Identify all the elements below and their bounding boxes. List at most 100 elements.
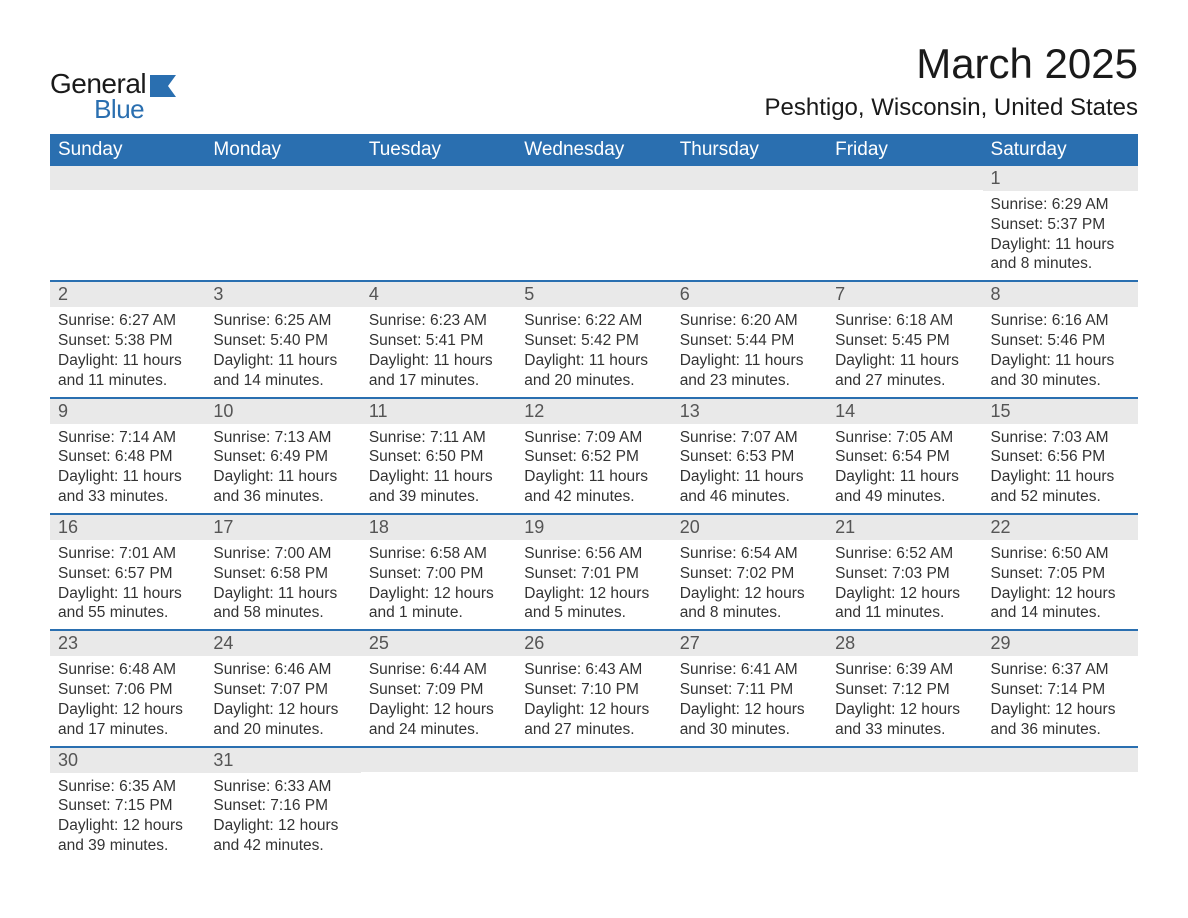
day-details: Sunrise: 6:43 AMSunset: 7:10 PMDaylight:… xyxy=(516,656,671,745)
day-cell: 31Sunrise: 6:33 AMSunset: 7:16 PMDayligh… xyxy=(205,748,360,862)
day-cell-empty xyxy=(361,748,516,862)
day-details xyxy=(672,190,827,200)
week-row: 2Sunrise: 6:27 AMSunset: 5:38 PMDaylight… xyxy=(50,280,1138,396)
daylight-text: Daylight: 11 hours and 58 minutes. xyxy=(213,584,352,624)
sunset-text: Sunset: 7:01 PM xyxy=(524,564,663,584)
day-details: Sunrise: 6:27 AMSunset: 5:38 PMDaylight:… xyxy=(50,307,205,396)
brand-blue: Blue xyxy=(94,97,144,122)
day-cell: 6Sunrise: 6:20 AMSunset: 5:44 PMDaylight… xyxy=(672,282,827,396)
sunset-text: Sunset: 7:03 PM xyxy=(835,564,974,584)
day-number: 17 xyxy=(205,515,360,540)
day-cell-empty xyxy=(205,166,360,280)
day-number: 22 xyxy=(983,515,1138,540)
day-cell: 3Sunrise: 6:25 AMSunset: 5:40 PMDaylight… xyxy=(205,282,360,396)
day-number xyxy=(827,166,982,190)
daylight-text: Daylight: 12 hours and 1 minute. xyxy=(369,584,508,624)
day-number: 30 xyxy=(50,748,205,773)
sunrise-text: Sunrise: 7:05 AM xyxy=(835,428,974,448)
daylight-text: Daylight: 12 hours and 33 minutes. xyxy=(835,700,974,740)
daylight-text: Daylight: 12 hours and 14 minutes. xyxy=(991,584,1130,624)
sunrise-text: Sunrise: 6:29 AM xyxy=(991,195,1130,215)
weekday-header: Monday xyxy=(205,134,360,166)
day-details: Sunrise: 6:25 AMSunset: 5:40 PMDaylight:… xyxy=(205,307,360,396)
weekday-header: Tuesday xyxy=(361,134,516,166)
daylight-text: Daylight: 11 hours and 27 minutes. xyxy=(835,351,974,391)
sunset-text: Sunset: 6:52 PM xyxy=(524,447,663,467)
day-number: 19 xyxy=(516,515,671,540)
day-cell: 27Sunrise: 6:41 AMSunset: 7:11 PMDayligh… xyxy=(672,631,827,745)
day-cell-empty xyxy=(983,748,1138,862)
day-number: 29 xyxy=(983,631,1138,656)
sunrise-text: Sunrise: 6:39 AM xyxy=(835,660,974,680)
day-cell: 10Sunrise: 7:13 AMSunset: 6:49 PMDayligh… xyxy=(205,399,360,513)
day-details: Sunrise: 6:18 AMSunset: 5:45 PMDaylight:… xyxy=(827,307,982,396)
day-cell: 13Sunrise: 7:07 AMSunset: 6:53 PMDayligh… xyxy=(672,399,827,513)
day-details: Sunrise: 7:09 AMSunset: 6:52 PMDaylight:… xyxy=(516,424,671,513)
day-cell: 28Sunrise: 6:39 AMSunset: 7:12 PMDayligh… xyxy=(827,631,982,745)
sunset-text: Sunset: 7:11 PM xyxy=(680,680,819,700)
day-cell: 8Sunrise: 6:16 AMSunset: 5:46 PMDaylight… xyxy=(983,282,1138,396)
day-cell-empty xyxy=(50,166,205,280)
day-cell: 22Sunrise: 6:50 AMSunset: 7:05 PMDayligh… xyxy=(983,515,1138,629)
weekday-header: Sunday xyxy=(50,134,205,166)
header-row: General Blue March 2025 Peshtigo, Wiscon… xyxy=(50,40,1138,122)
sunset-text: Sunset: 6:57 PM xyxy=(58,564,197,584)
day-cell: 21Sunrise: 6:52 AMSunset: 7:03 PMDayligh… xyxy=(827,515,982,629)
day-details xyxy=(361,772,516,782)
day-details: Sunrise: 6:41 AMSunset: 7:11 PMDaylight:… xyxy=(672,656,827,745)
day-number: 23 xyxy=(50,631,205,656)
daylight-text: Daylight: 11 hours and 36 minutes. xyxy=(213,467,352,507)
sunset-text: Sunset: 5:41 PM xyxy=(369,331,508,351)
day-details: Sunrise: 6:37 AMSunset: 7:14 PMDaylight:… xyxy=(983,656,1138,745)
day-details xyxy=(516,772,671,782)
sunrise-text: Sunrise: 6:33 AM xyxy=(213,777,352,797)
day-details xyxy=(516,190,671,200)
weeks-container: 1Sunrise: 6:29 AMSunset: 5:37 PMDaylight… xyxy=(50,166,1138,862)
daylight-text: Daylight: 11 hours and 14 minutes. xyxy=(213,351,352,391)
day-number xyxy=(983,748,1138,772)
sunset-text: Sunset: 5:46 PM xyxy=(991,331,1130,351)
sunset-text: Sunset: 5:40 PM xyxy=(213,331,352,351)
daylight-text: Daylight: 12 hours and 11 minutes. xyxy=(835,584,974,624)
day-number: 9 xyxy=(50,399,205,424)
sunset-text: Sunset: 5:45 PM xyxy=(835,331,974,351)
sunrise-text: Sunrise: 6:27 AM xyxy=(58,311,197,331)
day-number xyxy=(672,748,827,772)
day-cell-empty xyxy=(672,748,827,862)
day-details xyxy=(50,190,205,200)
sunrise-text: Sunrise: 6:37 AM xyxy=(991,660,1130,680)
day-number: 14 xyxy=(827,399,982,424)
day-details: Sunrise: 6:23 AMSunset: 5:41 PMDaylight:… xyxy=(361,307,516,396)
day-details: Sunrise: 7:01 AMSunset: 6:57 PMDaylight:… xyxy=(50,540,205,629)
daylight-text: Daylight: 11 hours and 20 minutes. xyxy=(524,351,663,391)
day-cell: 9Sunrise: 7:14 AMSunset: 6:48 PMDaylight… xyxy=(50,399,205,513)
week-row: 30Sunrise: 6:35 AMSunset: 7:15 PMDayligh… xyxy=(50,746,1138,862)
daylight-text: Daylight: 11 hours and 49 minutes. xyxy=(835,467,974,507)
day-details: Sunrise: 6:52 AMSunset: 7:03 PMDaylight:… xyxy=(827,540,982,629)
day-number: 12 xyxy=(516,399,671,424)
day-number: 1 xyxy=(983,166,1138,191)
day-details: Sunrise: 6:46 AMSunset: 7:07 PMDaylight:… xyxy=(205,656,360,745)
weekday-header: Thursday xyxy=(672,134,827,166)
daylight-text: Daylight: 11 hours and 46 minutes. xyxy=(680,467,819,507)
day-cell: 7Sunrise: 6:18 AMSunset: 5:45 PMDaylight… xyxy=(827,282,982,396)
daylight-text: Daylight: 12 hours and 42 minutes. xyxy=(213,816,352,856)
sunrise-text: Sunrise: 7:01 AM xyxy=(58,544,197,564)
daylight-text: Daylight: 11 hours and 52 minutes. xyxy=(991,467,1130,507)
sunset-text: Sunset: 6:58 PM xyxy=(213,564,352,584)
sunrise-text: Sunrise: 7:03 AM xyxy=(991,428,1130,448)
day-details: Sunrise: 6:20 AMSunset: 5:44 PMDaylight:… xyxy=(672,307,827,396)
day-details: Sunrise: 7:13 AMSunset: 6:49 PMDaylight:… xyxy=(205,424,360,513)
day-cell: 23Sunrise: 6:48 AMSunset: 7:06 PMDayligh… xyxy=(50,631,205,745)
daylight-text: Daylight: 11 hours and 39 minutes. xyxy=(369,467,508,507)
day-number xyxy=(361,748,516,772)
sunset-text: Sunset: 5:42 PM xyxy=(524,331,663,351)
week-row: 16Sunrise: 7:01 AMSunset: 6:57 PMDayligh… xyxy=(50,513,1138,629)
day-cell: 19Sunrise: 6:56 AMSunset: 7:01 PMDayligh… xyxy=(516,515,671,629)
weekday-header: Friday xyxy=(827,134,982,166)
day-details: Sunrise: 6:35 AMSunset: 7:15 PMDaylight:… xyxy=(50,773,205,862)
day-details: Sunrise: 6:16 AMSunset: 5:46 PMDaylight:… xyxy=(983,307,1138,396)
sunset-text: Sunset: 6:49 PM xyxy=(213,447,352,467)
day-number: 10 xyxy=(205,399,360,424)
sunset-text: Sunset: 7:14 PM xyxy=(991,680,1130,700)
